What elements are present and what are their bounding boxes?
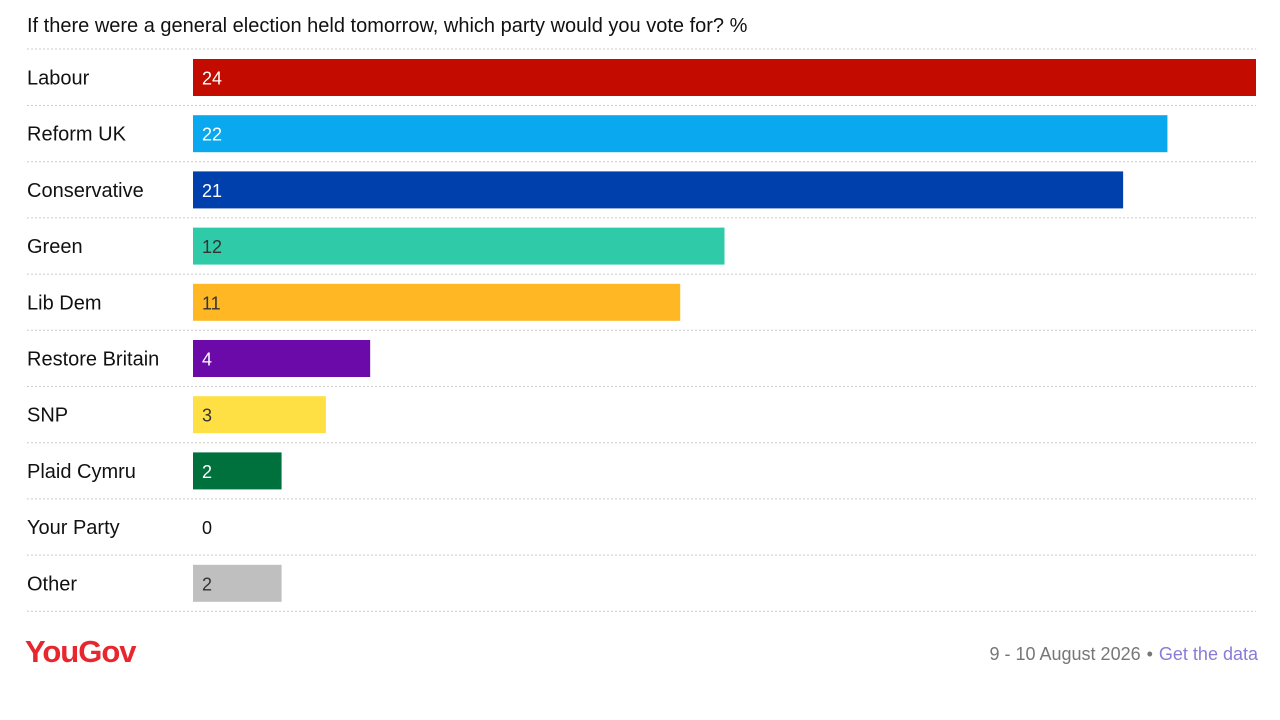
bar-value-label: 4 xyxy=(202,350,212,370)
category-label: Restore Britain xyxy=(27,349,159,371)
category-label: Conservative xyxy=(27,180,144,202)
category-label: Your Party xyxy=(27,517,120,539)
bar-value-label: 11 xyxy=(202,293,221,313)
fieldwork-date: 9 - 10 August 2026 xyxy=(989,644,1141,664)
bar[interactable] xyxy=(193,340,371,377)
category-label: Plaid Cymru xyxy=(27,461,136,483)
bar[interactable] xyxy=(193,115,1168,153)
bar[interactable] xyxy=(193,171,1124,209)
bar[interactable] xyxy=(193,564,282,602)
footer: 9 - 10 August 2026 • Get the data xyxy=(989,641,1258,667)
get-the-data-link[interactable]: Get the data xyxy=(1158,644,1258,664)
bar[interactable] xyxy=(193,227,725,265)
bar-value-label: 3 xyxy=(202,406,212,426)
bar[interactable] xyxy=(193,59,1256,96)
bar-value-label: 2 xyxy=(202,462,212,482)
bar[interactable] xyxy=(193,396,326,434)
bar-value-label: 0 xyxy=(202,518,212,538)
yougov-logo[interactable]: YouGov xyxy=(25,634,137,669)
footer-separator: • xyxy=(1146,644,1153,664)
chart-title: If there were a general election held to… xyxy=(27,15,748,37)
bar[interactable] xyxy=(193,283,681,321)
category-label: Labour xyxy=(27,68,90,90)
category-label: Lib Dem xyxy=(27,292,101,314)
category-label: SNP xyxy=(27,405,68,427)
bar-value-label: 21 xyxy=(202,181,222,201)
bar-value-label: 12 xyxy=(202,237,222,257)
category-label: Green xyxy=(27,236,83,258)
category-label: Reform UK xyxy=(27,124,127,146)
bar-value-label: 22 xyxy=(202,125,222,145)
bar[interactable] xyxy=(193,452,282,490)
category-label: Other xyxy=(27,573,77,595)
bar-value-label: 2 xyxy=(202,574,212,594)
bar-value-label: 24 xyxy=(202,69,222,89)
